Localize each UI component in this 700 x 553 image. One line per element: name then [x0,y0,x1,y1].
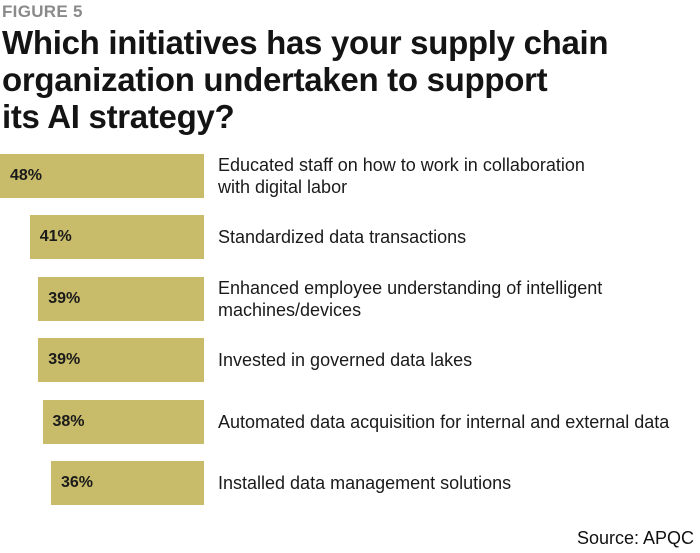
bar [38,276,204,321]
bar-value-label: 41% [39,228,72,246]
bar [0,154,204,198]
bar [51,461,204,505]
category-label: Invested in governed data lakes [218,349,700,371]
category-label-line: Educated staff on how to work in collabo… [218,155,585,175]
chart-title-line-1: Which initiatives has your supply chain [2,24,609,61]
category-label: Installed data management solutions [218,472,700,494]
bar-value-label: 39% [48,289,81,307]
category-label: Educated staff on how to work in collabo… [218,154,700,198]
category-label-line: Automated data acquisition for internal … [218,411,670,432]
bar-value-label: 38% [52,412,85,430]
source-note: Source: APQC [576,528,694,548]
bar-value-label: 39% [48,351,81,369]
category-label-line: Standardized data transactions [218,227,467,248]
bar [42,399,204,444]
chart-title-line-2: organization undertaken to support [2,61,548,98]
category-label: Automated data acquisition for internal … [218,411,700,433]
chart-title-line-3: its AI strategy? [2,98,235,135]
bar-value-label: 48% [10,167,43,184]
bar [29,215,204,260]
category-label-line: with digital labor [218,177,348,197]
category-label: Standardized data transactions [218,226,700,248]
category-label-line: machines/devices [218,299,362,320]
category-label-line: Enhanced employee understanding of intel… [218,277,603,298]
bar [38,338,204,383]
category-label-line: Installed data management solutions [218,473,512,493]
category-label-line: Invested in governed data lakes [218,350,473,371]
bar-value-label: 36% [61,474,94,491]
category-label: Enhanced employee understanding of intel… [218,277,700,321]
chart-title: Which initiatives has your supply chain … [2,24,692,135]
figure-label: FIGURE 5 [2,2,83,21]
